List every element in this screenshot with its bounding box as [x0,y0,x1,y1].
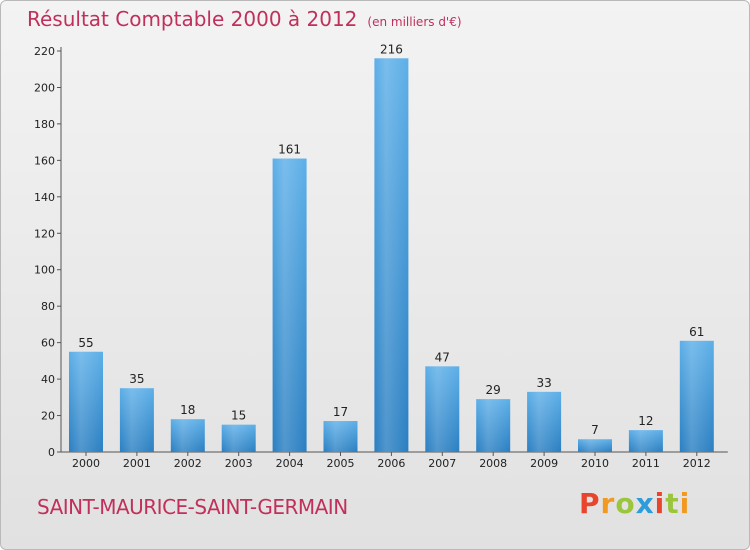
y-tick-label: 200 [34,81,55,94]
bars [69,58,714,453]
logo-letter: o [615,487,636,520]
chart-title: Résultat Comptable 2000 à 2012 [27,7,358,31]
x-tick-label-2006: 2006 [377,457,405,470]
bar-shine-2003 [221,424,256,452]
y-tick-label: 160 [34,154,55,167]
logo-letter: x [635,487,655,520]
y-tick-label: 120 [34,227,55,240]
bar-shine-2005 [323,421,358,452]
logo-letter: t [665,487,680,520]
data-label-2008: 29 [486,383,501,397]
chart-unit: (en milliers d'€) [367,15,462,29]
data-label-2010: 7 [591,423,599,437]
data-label-2009: 33 [536,376,551,390]
bar-shine-2011 [628,430,663,452]
data-label-2001: 35 [129,372,144,386]
x-tick-label-2008: 2008 [479,457,507,470]
y-tick-label: 220 [34,45,55,58]
bar-shine-2002 [170,419,205,452]
data-label-2004: 161 [278,143,301,157]
y-tick-label: 100 [34,264,55,277]
axes: 0 20 40 60 80 100 120 140 160 180 200 220 2000 2001 20… [34,45,728,470]
title-row: Résultat Comptable 2000 à 2012 (en millie… [27,7,462,31]
proxiti-logo[interactable]: Proxiti [579,487,690,520]
logo-letter: P [579,487,601,520]
x-tick-label-2010: 2010 [581,457,609,470]
x-tick-label-2005: 2005 [327,457,355,470]
bar-shine-2010 [578,439,612,452]
logo-letter: r [600,487,616,520]
logo-letter: i [679,487,691,520]
commune-name: SAINT-MAURICE-SAINT-GERMAIN [37,495,348,519]
data-label-2006: 216 [380,42,403,56]
data-label-2002: 18 [180,403,195,417]
y-tick-label: 140 [34,191,55,204]
data-label-2005: 17 [333,405,348,419]
x-tick-label-2002: 2002 [174,457,202,470]
data-labels: 55 35 18 15 161 17 216 47 29 33 7 12 61 [78,42,704,437]
bar-shine-2000 [69,351,103,452]
bar-shine-2001 [119,388,154,452]
y-tick-label: 0 [48,446,55,459]
x-tick-label-2009: 2009 [530,457,558,470]
y-tick-label: 20 [41,410,55,423]
data-label-2011: 12 [638,414,653,428]
bar-shine-2004 [272,158,307,453]
data-label-2012: 61 [689,325,704,339]
bar-shine-2012 [679,340,714,452]
y-tick-label: 180 [34,118,55,131]
y-tick-label: 40 [41,373,55,386]
y-tick-label: 80 [41,300,55,313]
data-label-2003: 15 [231,409,246,423]
x-tick-label-2004: 2004 [276,457,304,470]
bar-shine-2009 [527,391,562,452]
x-tick-label-2011: 2011 [632,457,660,470]
x-tick-label-2007: 2007 [428,457,456,470]
data-label-2000: 55 [78,336,93,350]
data-label-2007: 47 [435,350,450,364]
bar-shine-2007 [425,366,460,452]
x-tick-label-2003: 2003 [225,457,253,470]
x-tick-label-2012: 2012 [683,457,711,470]
x-tick-label-2000: 2000 [72,457,100,470]
bar-shine-2008 [476,399,511,452]
y-tick-label: 60 [41,337,55,350]
bar-shine-2006 [374,58,409,453]
logo-letter: i [654,487,666,520]
x-tick-label-2001: 2001 [123,457,151,470]
